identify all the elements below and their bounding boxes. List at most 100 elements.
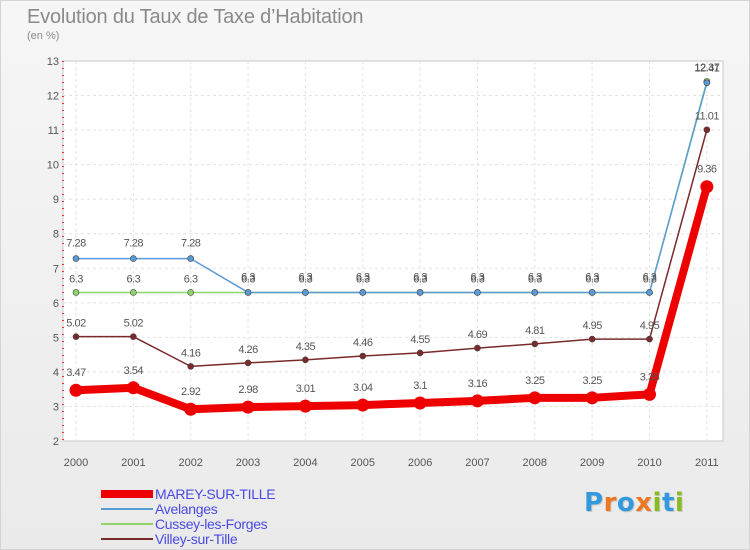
data-label: 2.98	[238, 384, 258, 396]
data-point	[703, 126, 711, 134]
data-point	[130, 333, 137, 340]
series-line-1	[75, 82, 708, 294]
data-point	[302, 356, 309, 364]
chart-subtitle: (en %)	[27, 30, 60, 42]
x-tick-label: 2002	[178, 457, 202, 469]
data-point	[703, 79, 711, 87]
data-label: 4.16	[181, 347, 201, 359]
data-point	[244, 359, 252, 367]
data-label: 3.1	[413, 380, 427, 392]
data-point	[69, 383, 83, 397]
y-tick-label: 11	[48, 125, 59, 137]
data-label: 6.3	[643, 271, 657, 283]
data-label: 7.28	[66, 238, 86, 250]
y-tick-label: 3	[53, 401, 59, 413]
data-label: 6.3	[471, 273, 485, 285]
data-point	[646, 335, 653, 343]
data-label: 3.25	[525, 375, 545, 387]
legend-swatch-villey-sur-tille	[101, 538, 153, 540]
data-point	[130, 289, 137, 296]
legend-label-villey-sur-tille: Villey-sur-Tille	[155, 531, 238, 547]
data-point	[416, 289, 424, 296]
data-label: 6.3	[643, 273, 657, 285]
x-tick-label: 2003	[236, 457, 260, 469]
logo-letter: x	[635, 488, 653, 518]
data-label: 6.3	[356, 273, 370, 285]
data-label: 6.3	[126, 273, 140, 285]
x-tick-label: 2004	[293, 457, 317, 469]
data-point	[359, 352, 367, 360]
data-label: 4.95	[582, 320, 602, 332]
data-label: 6.3	[528, 273, 542, 285]
data-label: 12.41	[694, 62, 719, 74]
chart-title: Evolution du Taux de Taxe d’Habitation	[27, 6, 364, 28]
data-point	[359, 289, 367, 296]
logo-letter: t	[661, 488, 675, 518]
data-label: 3.54	[124, 365, 144, 377]
y-tick-label: 9	[53, 194, 59, 206]
data-point	[588, 335, 596, 343]
data-label: 4.35	[296, 341, 316, 353]
data-label: 3.16	[468, 378, 488, 390]
data-point	[528, 391, 542, 405]
data-label: 2.92	[181, 386, 201, 398]
data-point	[646, 289, 653, 296]
logo-letter: i	[674, 488, 685, 518]
data-label: 3.47	[66, 367, 86, 379]
y-tick-label: 7	[53, 263, 59, 275]
legend-item-marey-sur-tille: MAREY-SUR-TILLE	[101, 486, 276, 502]
x-tick-label: 2001	[121, 457, 145, 469]
data-point	[413, 396, 427, 410]
data-point	[72, 255, 80, 262]
data-point	[184, 402, 198, 416]
data-label: 3.04	[353, 382, 373, 394]
data-point	[187, 289, 194, 296]
x-tick-label: 2007	[465, 457, 489, 469]
data-label: 6.3	[413, 271, 427, 283]
data-point	[72, 333, 80, 340]
y-tick-label: 4	[53, 367, 59, 379]
logo-letter: o	[616, 488, 636, 518]
data-label: 4.81	[525, 325, 545, 337]
data-point	[470, 394, 484, 408]
data-point	[531, 289, 539, 296]
data-label: 6.3	[356, 271, 370, 283]
data-label: 4.26	[238, 344, 258, 356]
legend-item-avelanges: Avelanges	[101, 501, 218, 517]
legend-swatch-avelanges	[101, 508, 153, 510]
data-label: 4.69	[468, 329, 488, 341]
data-point	[588, 289, 596, 296]
legend-label-cussey-les-forges: Cussey-les-Forges	[155, 516, 268, 532]
y-tick-label: 10	[47, 160, 59, 172]
data-label: 6.3	[413, 273, 427, 285]
y-tick-label: 6	[53, 298, 59, 310]
data-point	[241, 400, 255, 414]
x-tick-label: 2006	[408, 457, 432, 469]
logo-letter: i	[652, 488, 662, 518]
series-line-3	[75, 128, 708, 368]
data-label: 9.36	[697, 164, 717, 176]
data-point	[130, 255, 137, 262]
x-tick-label: 2011	[695, 457, 719, 469]
data-point	[643, 387, 656, 401]
plot-area	[62, 60, 724, 442]
data-label: 11.01	[695, 111, 720, 123]
data-label: 6.3	[241, 271, 255, 283]
logo-letter: P	[584, 488, 604, 518]
data-label: 7.28	[181, 238, 201, 250]
legend-swatch-cussey-les-forges	[101, 523, 153, 525]
data-label: 5.02	[124, 318, 144, 330]
data-label: 6.3	[69, 273, 83, 285]
x-tick-label: 2008	[523, 457, 547, 469]
x-tick-label: 2000	[64, 457, 88, 469]
data-point	[700, 180, 714, 194]
x-tick-label: 2010	[637, 457, 661, 469]
data-label: 6.3	[528, 271, 542, 283]
proxiti-logo: Proxiti	[584, 488, 684, 518]
legend-label-marey-sur-tille: MAREY-SUR-TILLE	[155, 486, 276, 502]
data-label: 6.3	[299, 273, 313, 285]
y-tick-label: 8	[53, 229, 59, 241]
data-label: 6.3	[184, 273, 198, 285]
data-label: 6.3	[585, 271, 599, 283]
data-label: 5.02	[66, 318, 86, 330]
